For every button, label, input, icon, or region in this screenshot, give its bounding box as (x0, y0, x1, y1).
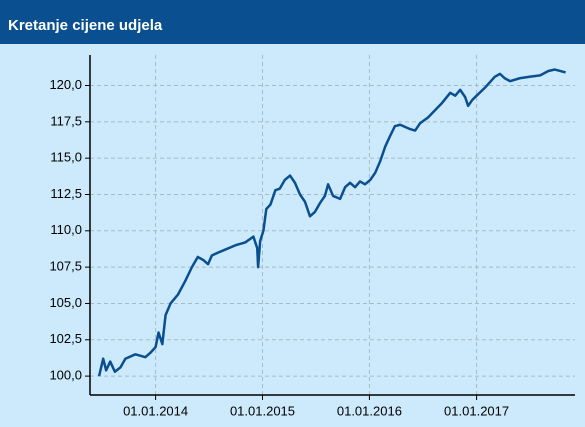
y-tick-label: 112,5 (50, 186, 82, 201)
y-tick-label: 100,0 (49, 368, 82, 383)
header (0, 0, 585, 44)
y-tick-label: 105,0 (49, 295, 82, 310)
x-tick-label: 01.01.2014 (123, 403, 188, 418)
y-tick-label: 117,5 (50, 113, 82, 128)
y-tick-label: 115,0 (50, 150, 82, 165)
y-tick-label: 102,5 (49, 331, 82, 346)
price-line (97, 68, 566, 377)
chart-title: Kretanje cijene udjela (8, 17, 163, 34)
y-tick-label: 120,0 (49, 77, 82, 92)
y-tick-label: 110,0 (50, 222, 82, 237)
x-tick-label: 01.01.2016 (337, 403, 402, 418)
x-tick-label: 01.01.2017 (444, 403, 509, 418)
y-tick-label: 107,5 (49, 259, 82, 274)
x-tick-label: 01.01.2015 (230, 403, 295, 418)
